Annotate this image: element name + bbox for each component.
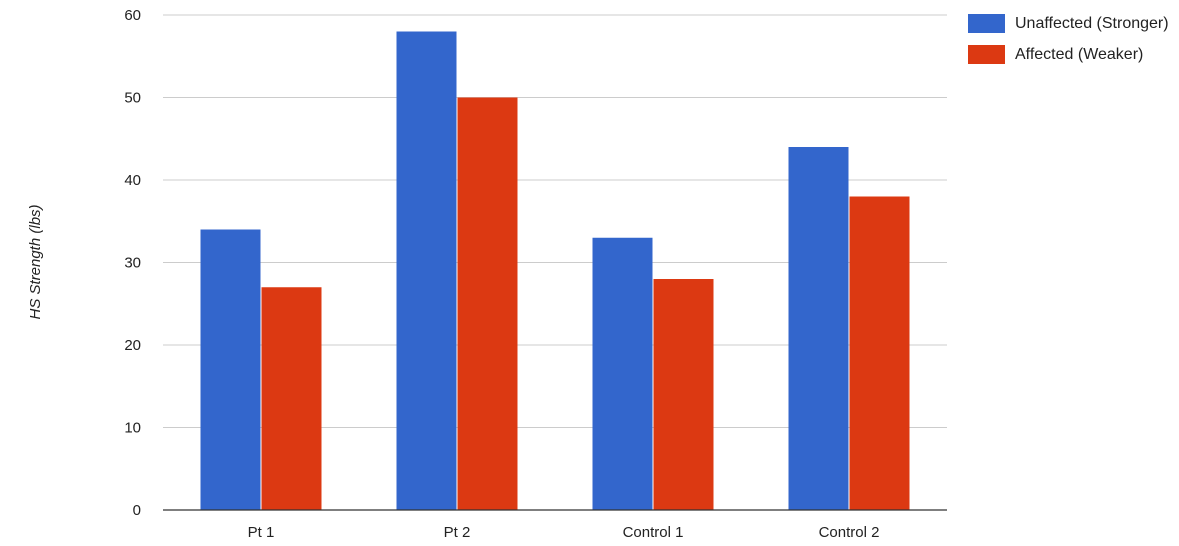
y-tick-label: 40: [124, 172, 141, 189]
x-tick-label: Control 2: [819, 524, 880, 541]
legend-swatch-affected: [968, 45, 1005, 64]
legend-label-unaffected: Unaffected (Stronger): [1015, 15, 1169, 32]
legend-item-unaffected: Unaffected (Stronger): [968, 12, 1176, 35]
bar-affected: [457, 97, 518, 510]
bar-unaffected: [200, 229, 261, 510]
bar-unaffected: [788, 147, 849, 510]
x-tick-label: Pt 2: [444, 524, 471, 541]
legend-item-affected: Affected (Weaker): [968, 43, 1176, 66]
bar-unaffected: [592, 237, 653, 510]
legend: Unaffected (Stronger) Affected (Weaker): [968, 12, 1176, 74]
bar-unaffected: [396, 31, 457, 510]
y-tick-label: 0: [133, 502, 141, 519]
bar-affected: [261, 287, 322, 510]
x-tick-label: Control 1: [623, 524, 684, 541]
y-tick-label: 10: [124, 420, 141, 437]
y-tick-label: 50: [124, 90, 141, 107]
bar-affected: [849, 196, 910, 510]
axes: 0 10 20 30 40 50 60 Pt 1 Pt 2 Control 1 Control 2: [124, 7, 947, 541]
bars: [200, 31, 910, 510]
bar-affected: [653, 279, 714, 510]
y-tick-label: 60: [124, 7, 141, 24]
y-tick-label: 20: [124, 337, 141, 354]
legend-swatch-unaffected: [968, 14, 1005, 33]
legend-label-affected: Affected (Weaker): [1015, 46, 1144, 63]
y-axis-title: HS Strength (lbs): [27, 204, 44, 319]
x-tick-label: Pt 1: [248, 524, 275, 541]
y-tick-label: 30: [124, 255, 141, 272]
